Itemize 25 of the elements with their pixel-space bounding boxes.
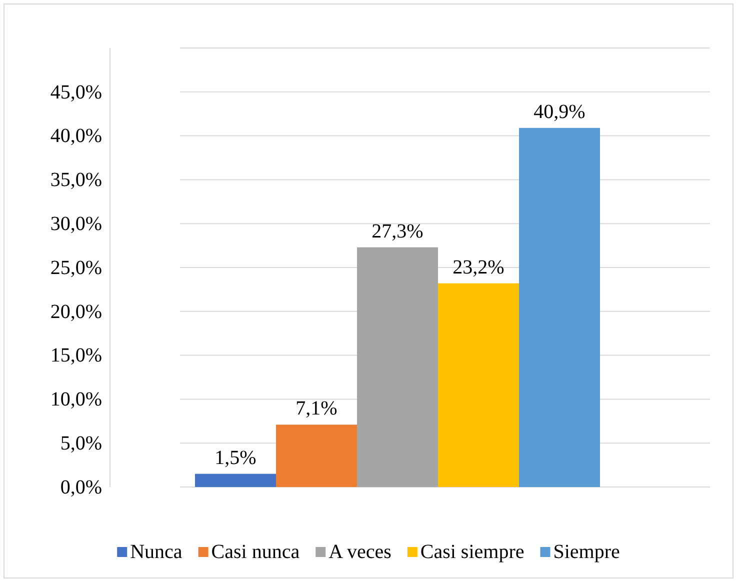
- data-label: 7,1%: [296, 398, 338, 420]
- y-tick-label: 10,0%: [50, 388, 102, 411]
- data-label: 40,9%: [534, 100, 586, 123]
- bar: [276, 424, 357, 487]
- data-label: 27,3%: [372, 220, 424, 242]
- data-label: 23,2%: [452, 256, 504, 278]
- y-tick-label: 15,0%: [50, 344, 102, 367]
- legend-label: A veces: [328, 541, 392, 563]
- data-label: 1,5%: [214, 446, 256, 469]
- bar: [438, 283, 519, 487]
- bar: [357, 247, 438, 487]
- y-tick-label: 5,0%: [60, 432, 102, 454]
- bar: [195, 474, 276, 487]
- y-tick-label: 0,0%: [60, 476, 102, 498]
- y-tick-label: 30,0%: [50, 213, 102, 235]
- legend-label: Casi siempre: [420, 541, 524, 563]
- legend-label: Nunca: [130, 541, 182, 563]
- legend-label: Siempre: [553, 541, 620, 563]
- y-tick-label: 25,0%: [50, 256, 102, 279]
- legend-label: Casi nunca: [211, 541, 300, 563]
- y-tick-label: 35,0%: [50, 169, 102, 192]
- y-tick-label: 20,0%: [50, 300, 102, 323]
- y-tick-label: 40,0%: [50, 125, 102, 148]
- bar: [519, 128, 600, 487]
- y-tick-label: 45,0%: [50, 81, 102, 104]
